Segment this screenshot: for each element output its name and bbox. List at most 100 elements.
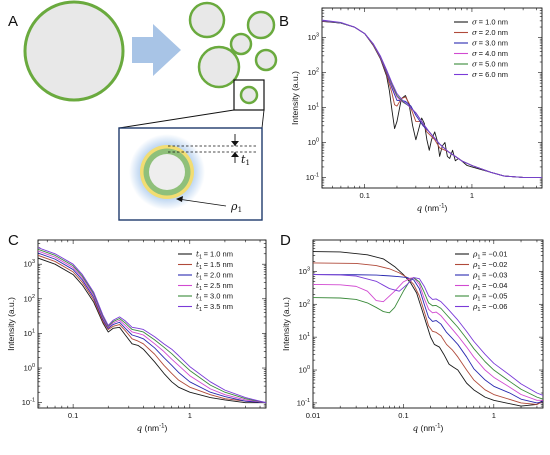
- chart-d: 0.01 0.1 1 10-1 100 101 102 103 q (nm-1) Intensit…: [281, 239, 544, 434]
- legend-entry: ρ1 = −0.03: [472, 271, 507, 282]
- core: [149, 154, 185, 190]
- x-minor-ticks: [37, 240, 261, 408]
- y-tick-label: 101: [24, 328, 35, 338]
- legend-entry: σ = 1.0 nm: [472, 18, 508, 27]
- series-group: [313, 251, 543, 407]
- y-minor-ticks: [322, 7, 542, 189]
- small-particle: [254, 48, 278, 72]
- y-axis-label: Intensity (a.u.): [6, 297, 16, 351]
- zoom-line-left: [118, 109, 235, 129]
- legend-entry: σ = 5.0 nm: [472, 60, 508, 69]
- small-particle: [197, 45, 241, 89]
- x-tick-label: 0.1: [68, 411, 78, 420]
- panel-label-a: A: [8, 13, 18, 30]
- y-tick-label: 103: [299, 266, 310, 276]
- series-line-3: [322, 20, 542, 178]
- plot-frame: [37, 239, 267, 409]
- y-tick-label: 100: [299, 365, 310, 375]
- series-line-5: [38, 248, 266, 404]
- plots: 0.1 1 10-1 100 101 102 103 q (nm-1) Intensity (a…: [6, 7, 544, 434]
- chart-b: 0.1 1 10-1 100 101 102 103 q (nm-1) Intensity (a…: [290, 7, 543, 214]
- transition-arrow: [132, 24, 181, 76]
- panel-a: A t1 ρ1: [8, 0, 278, 221]
- x-tick-label: 0.1: [398, 411, 408, 420]
- series-line-3: [313, 274, 543, 404]
- y-tick-label: 103: [24, 259, 35, 269]
- y-tick-label: 100: [24, 363, 35, 373]
- legend-entry: t1 = 3.0 nm: [196, 292, 233, 303]
- x-axis-label: q (nm-1): [413, 423, 444, 434]
- series-line-2: [313, 262, 543, 405]
- y-tick-label: 103: [308, 33, 319, 43]
- legend-entry: ρ1 = −0.05: [472, 292, 507, 303]
- zoom-box: [233, 79, 265, 111]
- small-particle: [188, 1, 226, 39]
- x-tick-label: 1: [188, 411, 192, 420]
- density-pointer: [177, 198, 227, 207]
- zoomed-particle: [239, 85, 259, 105]
- series-group: [38, 247, 266, 404]
- series-line-1: [313, 251, 543, 407]
- series-line-3: [38, 252, 266, 404]
- series-line-1: [322, 20, 542, 178]
- series-line-5: [313, 277, 543, 400]
- legend-entry: t1 = 1.5 nm: [196, 260, 233, 271]
- legend-entry: t1 = 3.5 nm: [196, 302, 233, 313]
- x-tick-label: 0.1: [359, 191, 369, 200]
- plot-frame: [312, 239, 544, 409]
- y-axis-label: Intensity (a.u.): [281, 297, 291, 351]
- chart-c: 0.1 1 10-1 100 101 102 103 q (nm-1) Intensity (a…: [6, 239, 267, 434]
- density-arrowhead: [176, 196, 183, 202]
- legend-entry: σ = 2.0 nm: [472, 28, 508, 37]
- panel-label-d: D: [280, 232, 291, 249]
- x-tick-label: 0.01: [306, 411, 321, 420]
- large-particle: [23, 0, 125, 102]
- y-tick-label: 102: [299, 299, 310, 309]
- legend-entry: ρ1 = −0.06: [472, 302, 507, 313]
- series-group: [322, 19, 542, 178]
- series-line-6: [38, 247, 266, 404]
- y-tick-label: 10-1: [297, 398, 310, 408]
- thickness-label: t1: [241, 153, 250, 167]
- x-minor-ticks: [321, 8, 537, 188]
- density-label: ρ1: [230, 200, 242, 214]
- panel-label-b: B: [279, 13, 289, 30]
- x-axis-label: q (nm-1): [417, 203, 448, 214]
- legend-entry: ρ1 = −0.04: [472, 281, 507, 292]
- legend-entry: σ = 3.0 nm: [472, 39, 508, 48]
- panel-label-c: C: [8, 232, 19, 249]
- y-axis-label: Intensity (a.u.): [290, 71, 300, 125]
- zoom-line-right: [261, 109, 265, 129]
- series-line-4: [38, 250, 266, 404]
- plot-frame: [321, 7, 543, 189]
- series-line-1: [38, 257, 266, 404]
- x-axis-label: q (nm-1): [137, 423, 168, 434]
- legend-entry: t1 = 2.0 nm: [196, 271, 233, 282]
- series-line-6: [322, 19, 542, 178]
- legend-entry: σ = 4.0 nm: [472, 49, 508, 58]
- y-minor-ticks: [38, 239, 266, 409]
- series-line-2: [322, 20, 542, 178]
- series-line-4: [322, 20, 542, 178]
- y-tick-label: 100: [308, 137, 319, 147]
- y-tick-label: 102: [308, 68, 319, 78]
- x-tick-label: 1: [470, 191, 474, 200]
- series-line-6: [313, 274, 543, 396]
- legend-entry: t1 = 1.0 nm: [196, 250, 233, 261]
- series-line-4: [313, 277, 543, 401]
- x-tick-label: 1: [492, 411, 496, 420]
- thickness-arrowhead-bottom: [231, 152, 239, 157]
- y-tick-label: 101: [308, 103, 319, 113]
- y-tick-label: 102: [24, 294, 35, 304]
- y-tick-label: 10-1: [306, 172, 319, 182]
- legend-entry: ρ1 = −0.01: [472, 250, 507, 261]
- y-tick-label: 101: [299, 332, 310, 342]
- legend-entry: σ = 6.0 nm: [472, 70, 508, 79]
- legend-entry: ρ1 = −0.02: [472, 260, 507, 271]
- series-line-2: [38, 254, 266, 404]
- small-particle: [246, 10, 276, 40]
- series-line-5: [322, 19, 542, 178]
